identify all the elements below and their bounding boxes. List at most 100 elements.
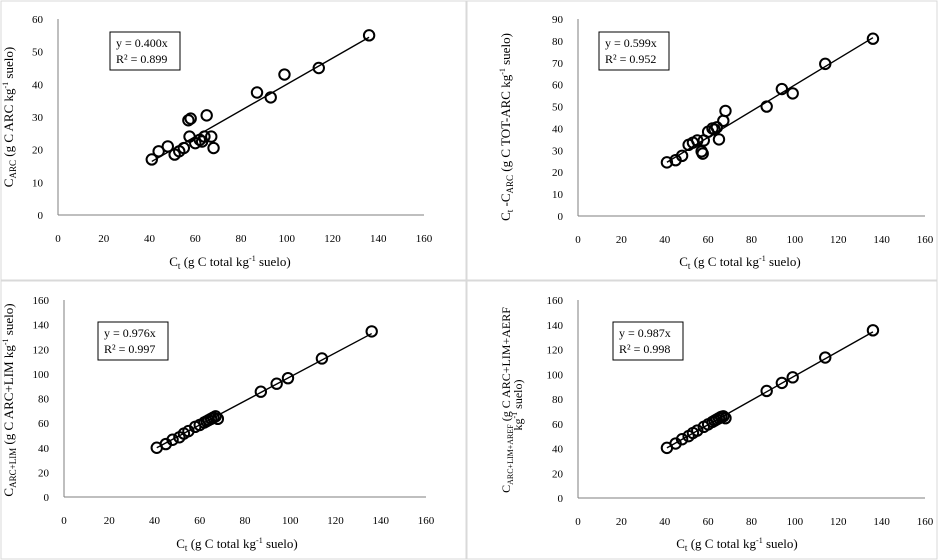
y-tick-label: 60 — [552, 419, 564, 431]
x-tick-label: 120 — [327, 515, 344, 527]
x-tick-label: 100 — [787, 234, 804, 246]
y-tick-label: 30 — [32, 112, 44, 124]
data-point — [207, 141, 220, 155]
y-axis-label-line2: kg-1 suelo) — [510, 379, 525, 430]
y-tick-label: 100 — [33, 369, 50, 381]
y-tick-label: 140 — [547, 320, 564, 332]
y-tick-label: 120 — [33, 344, 50, 356]
x-tick-label: 0 — [55, 233, 61, 245]
y-tick-label: 60 — [32, 14, 44, 26]
data-point — [184, 112, 197, 125]
equation-label: y = 0.976x — [104, 326, 156, 340]
data-point — [866, 324, 880, 337]
x-tick-label: 40 — [149, 515, 161, 527]
chart-panel-1: 0 20 40 60 80 100 120 140 160 0 10 20 30 40 50 60 y = 0.… — [1, 14, 433, 271]
x-tick-label: 160 — [917, 516, 934, 528]
y-tick-label: 100 — [547, 369, 564, 381]
data-point — [209, 410, 222, 423]
x-tick-label: 160 — [416, 233, 433, 245]
x-tick-label: 40 — [659, 234, 671, 246]
data-point — [278, 68, 291, 81]
equation-label: y = 0.400x — [116, 36, 168, 50]
x-tick-label: 60 — [703, 516, 715, 528]
x-tick-label: 60 — [190, 233, 202, 245]
panel-frame — [0, 0, 468, 282]
x-tick-label: 100 — [787, 516, 804, 528]
chart-panel-3: 0 20 40 60 80 100 120 140 160 0 20 40 60 80 100 120 140 1… — [1, 295, 435, 553]
data-point — [281, 371, 295, 385]
data-point — [675, 149, 689, 163]
y-tick-label: 70 — [552, 58, 564, 70]
data-point — [152, 145, 165, 158]
r2-label: R² = 0.997 — [104, 342, 155, 356]
y-tick-label: 50 — [32, 47, 44, 59]
data-point — [866, 32, 880, 45]
x-tick-label: 20 — [616, 516, 628, 528]
y-tick-label: 60 — [38, 418, 50, 430]
trend-line — [666, 37, 874, 163]
data-point — [250, 86, 264, 99]
x-tick-label: 60 — [703, 234, 715, 246]
x-tick-label: 140 — [873, 516, 890, 528]
x-tick-label: 20 — [98, 233, 110, 245]
data-point — [786, 371, 799, 384]
data-point — [270, 377, 283, 390]
y-axis-label: CARC (g C ARC kg-1 suelo) — [1, 47, 18, 187]
data-point — [708, 123, 721, 136]
y-tick-label: 30 — [552, 145, 564, 157]
equation-box — [109, 31, 181, 71]
x-tick-label: 0 — [575, 234, 581, 246]
x-tick-label: 140 — [373, 515, 390, 527]
data-point — [719, 411, 732, 425]
data-point — [691, 134, 704, 147]
data-point — [717, 114, 730, 127]
data-point — [786, 87, 799, 100]
x-tick-label: 80 — [746, 234, 758, 246]
x-tick-label: 140 — [370, 233, 387, 245]
chart-panel-4: 0 20 40 60 80 100 120 140 160 0 20 40 60 80 100 120 140 1… — [499, 295, 934, 553]
x-tick-label: 100 — [279, 233, 296, 245]
x-tick-label: 60 — [194, 515, 206, 527]
x-tick-label: 160 — [418, 515, 435, 527]
y-tick-label: 0 — [558, 211, 564, 223]
data-point — [710, 121, 723, 134]
data-point — [254, 385, 268, 398]
y-tick-label: 20 — [552, 468, 564, 480]
panel-frame — [0, 279, 468, 560]
x-tick-label: 0 — [575, 516, 581, 528]
x-axis-label: Ct (g C total kg-1 suelo) — [676, 536, 798, 553]
y-tick-label: 10 — [552, 189, 564, 201]
x-tick-label: 120 — [830, 516, 847, 528]
data-point — [717, 410, 730, 423]
chart-panel-2: 0 20 40 60 80 100 120 140 160 0 10 20 30 40 50 60 70 80 90… — [498, 14, 934, 271]
data-point — [177, 141, 191, 155]
y-tick-label: 160 — [547, 295, 564, 307]
y-tick-label: 0 — [558, 493, 564, 505]
x-tick-label: 20 — [616, 234, 628, 246]
x-tick-label: 80 — [240, 515, 252, 527]
data-point — [775, 376, 789, 390]
data-point — [719, 104, 732, 118]
data-point — [712, 133, 726, 146]
y-tick-label: 20 — [38, 467, 50, 479]
data-point — [760, 384, 773, 398]
x-tick-label: 100 — [282, 515, 299, 527]
y-tick-label: 140 — [33, 320, 50, 332]
data-point — [200, 109, 213, 122]
equation-label: y = 0.987x — [619, 326, 671, 340]
x-tick-label: 140 — [873, 234, 890, 246]
data-point — [211, 412, 225, 426]
x-tick-label: 120 — [324, 233, 341, 245]
y-tick-label: 40 — [38, 443, 50, 455]
data-point — [691, 424, 704, 437]
equation-box — [97, 321, 169, 361]
x-tick-label: 40 — [144, 233, 156, 245]
data-point — [161, 140, 175, 153]
data-point — [315, 352, 329, 365]
y-tick-label: 40 — [552, 123, 564, 135]
x-tick-label: 20 — [104, 515, 116, 527]
y-tick-label: 120 — [547, 345, 564, 357]
equation-box — [598, 31, 670, 71]
y-axis-label: Ct -CARC (g C TOT-ARC kg-1 suelo) — [498, 33, 515, 221]
